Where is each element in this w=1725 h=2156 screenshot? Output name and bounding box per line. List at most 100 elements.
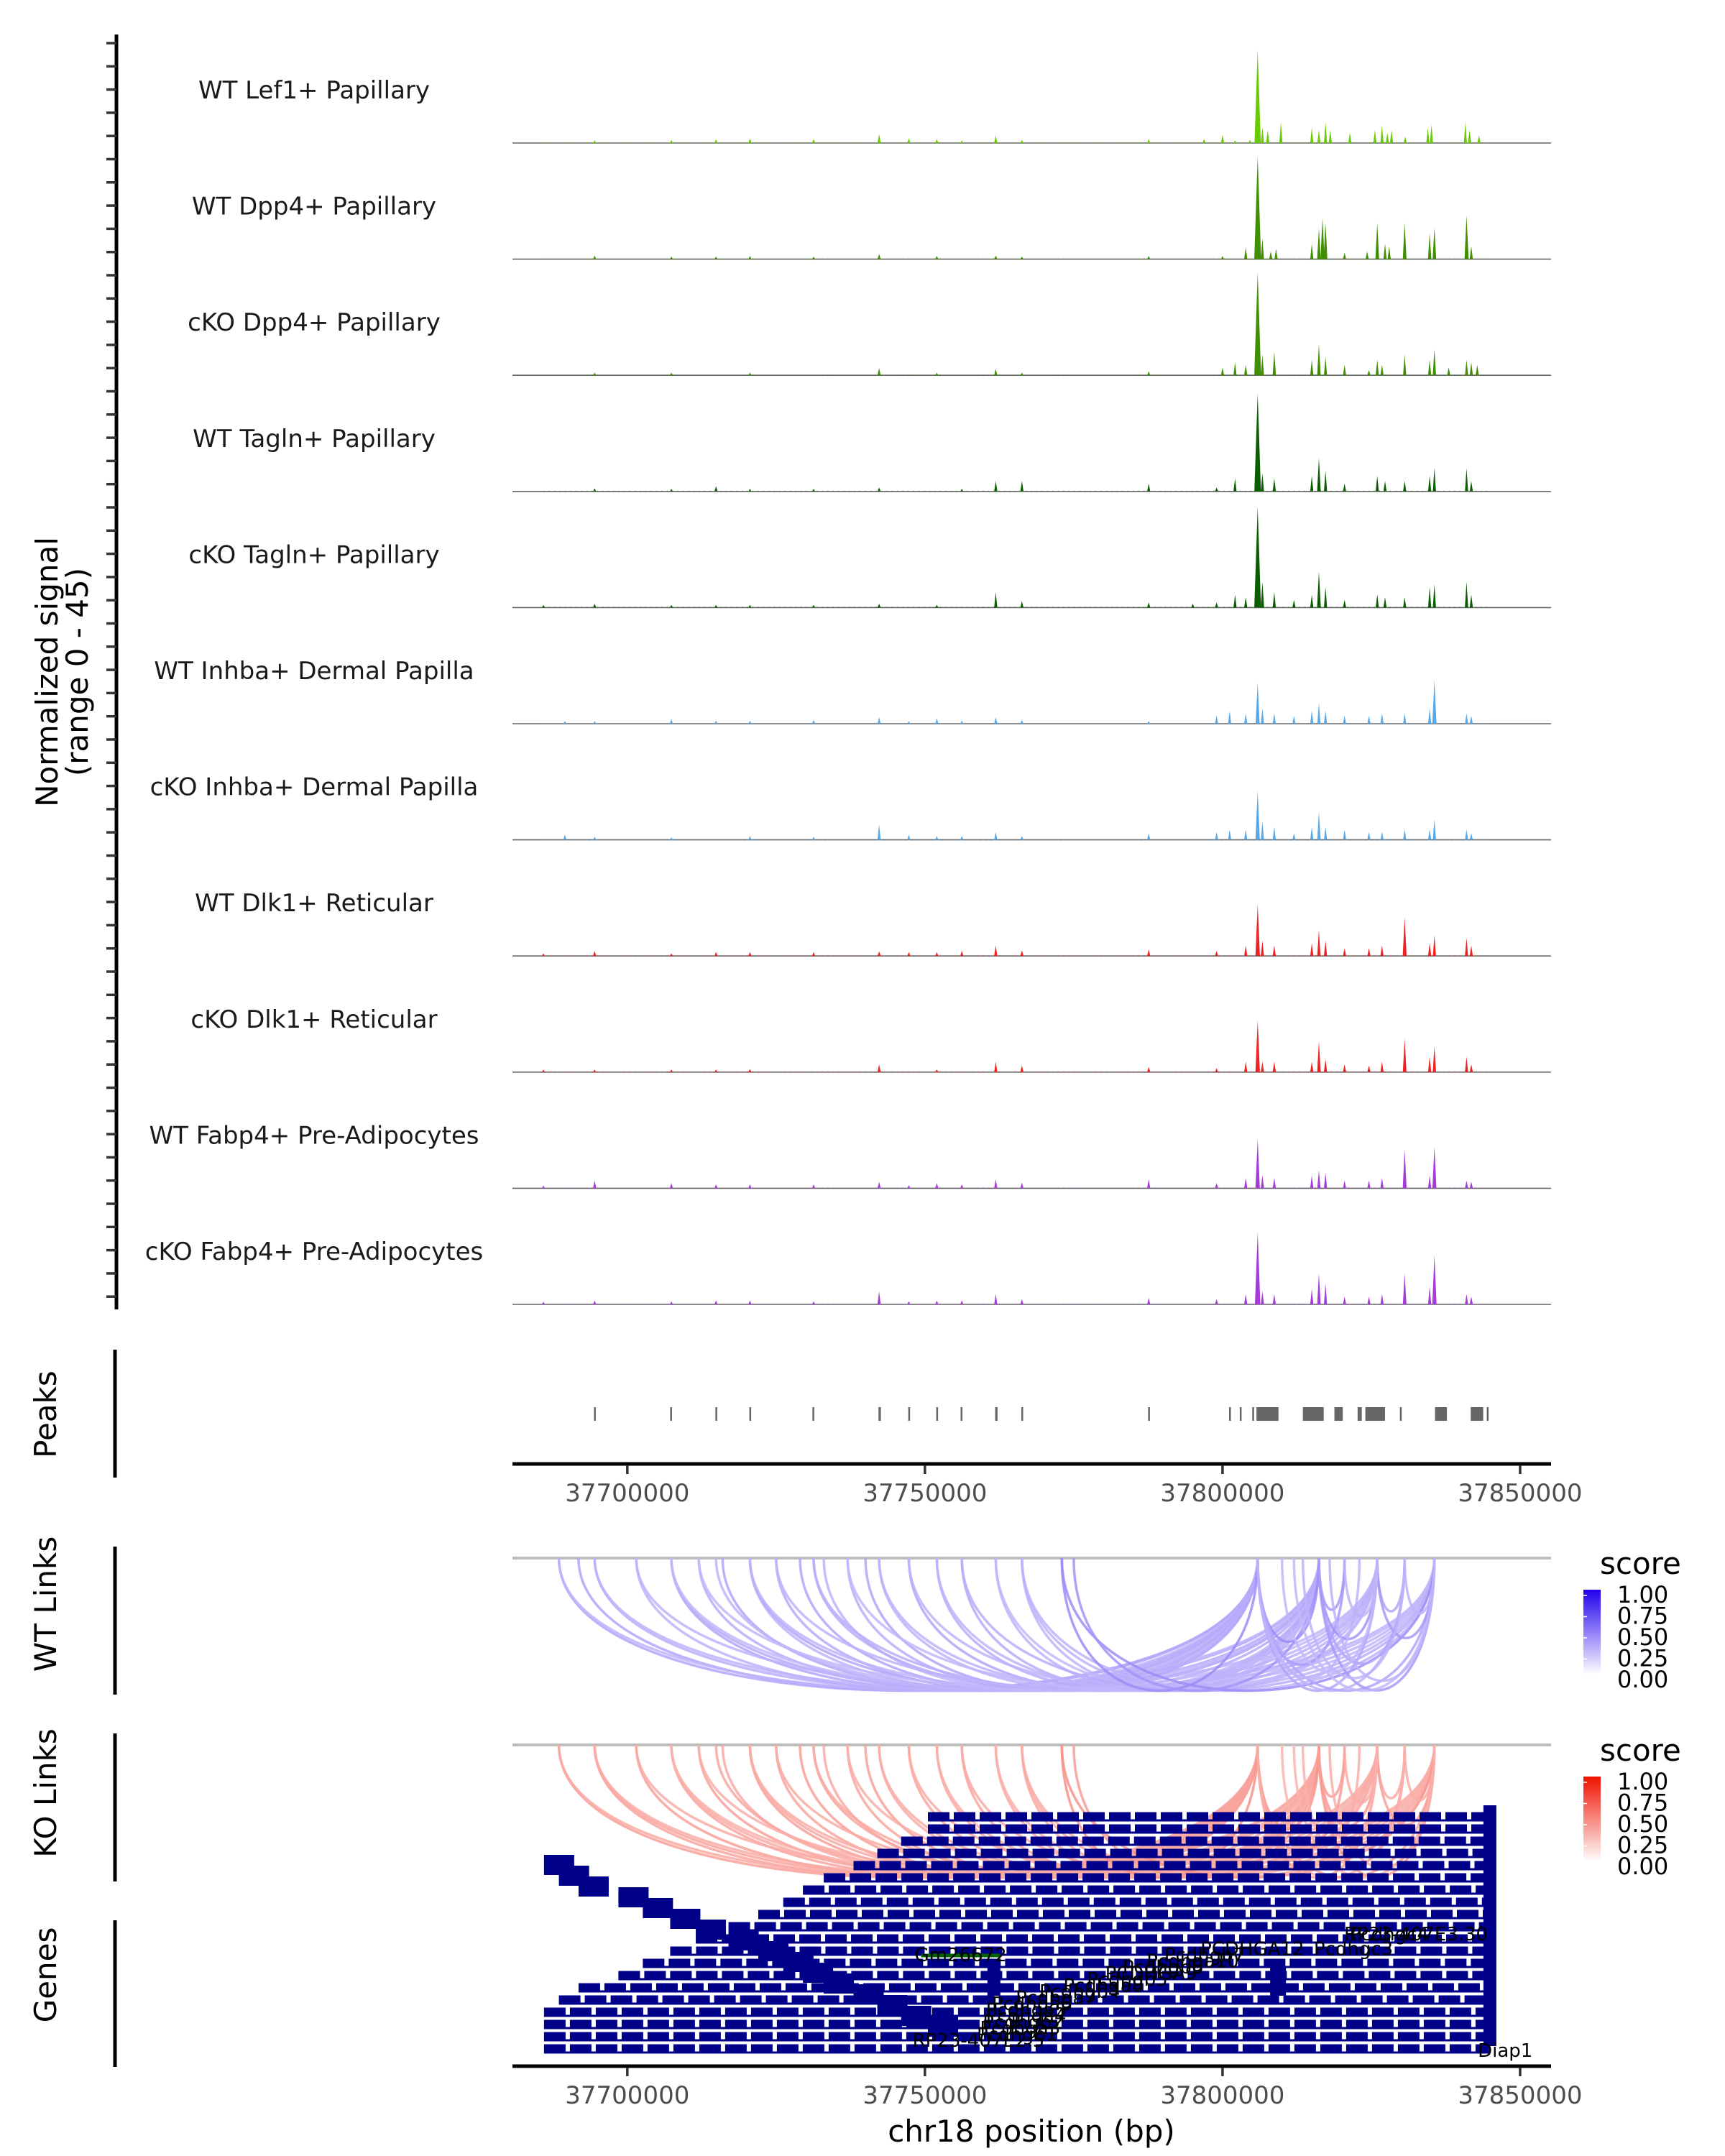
signal-peak xyxy=(1255,1021,1260,1072)
signal-peak xyxy=(669,1069,673,1072)
signal-peak xyxy=(1380,1061,1384,1072)
signal-peak xyxy=(1343,599,1346,608)
track-label: cKO Dlk1+ Reticular xyxy=(190,1005,437,1034)
signal-peak xyxy=(1380,124,1384,143)
signal-peak xyxy=(1469,716,1473,724)
signal-peak xyxy=(1402,223,1407,259)
side-label: Peaks xyxy=(28,1370,63,1458)
signal-peak xyxy=(994,135,998,143)
signal-peak xyxy=(1254,272,1261,376)
signal-peak xyxy=(1272,713,1276,724)
track-label: WT Fabp4+ Pre-Adipocytes xyxy=(150,1121,479,1150)
signal-peak xyxy=(1310,826,1314,840)
gene-label: Pcdhgb1 xyxy=(977,2024,1058,2046)
signal-peak xyxy=(714,720,718,724)
signal-peak xyxy=(1317,228,1321,259)
signal-peak xyxy=(1255,1139,1260,1189)
signal-peak xyxy=(1147,1067,1151,1072)
signal-peak xyxy=(1317,344,1321,376)
signal-peak xyxy=(1320,218,1325,259)
signal-peak xyxy=(593,488,597,492)
signal-peak xyxy=(1465,938,1468,957)
signal-peak xyxy=(593,372,597,376)
signal-y-axis xyxy=(106,34,119,1309)
signal-peak xyxy=(877,824,881,840)
signal-peak xyxy=(1317,1041,1321,1072)
peak-region xyxy=(878,1407,881,1421)
gene-label: Diap1 xyxy=(1478,2040,1532,2062)
signal-peak xyxy=(1343,716,1346,724)
signal-peak xyxy=(1261,821,1264,840)
coverage-track: WT Lef1+ Papillary xyxy=(198,50,1551,144)
signal-peak xyxy=(907,1301,911,1304)
signal-peak xyxy=(1380,831,1384,840)
gene-label: Pcdhgb5 xyxy=(1087,1969,1168,1991)
gene-exon xyxy=(1270,1967,1287,1996)
signal-peak xyxy=(1427,708,1432,724)
signal-peak xyxy=(1233,478,1237,492)
signal-peak xyxy=(877,604,881,608)
peak-region xyxy=(1365,1407,1385,1421)
signal-peak xyxy=(1147,256,1151,259)
signal-peak xyxy=(1343,1064,1346,1072)
signal-peak xyxy=(1215,951,1218,957)
gene-exon xyxy=(643,1898,673,1918)
signal-peak xyxy=(1469,362,1473,376)
signal-peak xyxy=(1233,594,1237,608)
signal-peak xyxy=(1310,127,1314,143)
signal-peak xyxy=(1403,597,1407,608)
signal-peak xyxy=(1274,249,1278,259)
signal-peak xyxy=(811,489,816,492)
signal-peak xyxy=(1387,246,1391,259)
signal-peak xyxy=(907,834,911,840)
signal-peak xyxy=(907,1185,911,1189)
signal-peak xyxy=(748,1184,752,1189)
signal-peak xyxy=(1272,826,1276,840)
signal-peak xyxy=(714,952,718,957)
signal-peak xyxy=(1432,1255,1437,1304)
signal-peak xyxy=(1261,473,1264,492)
legend-tick-label: 0.25 xyxy=(1617,1832,1668,1859)
signal-peak xyxy=(877,134,881,143)
signal-peak xyxy=(1020,1065,1024,1072)
signal-peak xyxy=(1261,238,1264,259)
legend-tick-label: 0.75 xyxy=(1617,1603,1668,1630)
signal-peak xyxy=(1215,602,1218,608)
signal-peak xyxy=(1261,1175,1264,1189)
signal-peak xyxy=(811,1301,816,1304)
signal-peak xyxy=(669,489,673,492)
signal-peak xyxy=(1317,458,1321,492)
signal-peak xyxy=(1272,1294,1276,1304)
signal-peak xyxy=(748,372,752,376)
gene-label: RP23-407E3.30 xyxy=(1344,1924,1488,1945)
signal-peak xyxy=(1476,364,1479,376)
gene-exon xyxy=(987,1967,1000,1996)
signal-peak xyxy=(1432,1146,1437,1189)
gene-label: Pcdhga6 xyxy=(992,1994,1072,2015)
signal-peak xyxy=(1272,591,1276,608)
signal-peak xyxy=(1343,252,1346,259)
signal-peak xyxy=(1244,713,1248,724)
signal-peak xyxy=(748,604,752,608)
signal-peak xyxy=(1279,122,1283,143)
signal-floor xyxy=(543,374,1488,376)
signal-peak xyxy=(1244,597,1248,608)
signal-peak xyxy=(563,834,567,840)
peak-region xyxy=(1334,1407,1343,1421)
signal-peak xyxy=(1147,371,1151,376)
signal-peak xyxy=(1310,1061,1314,1072)
signal-peak xyxy=(811,257,816,259)
signal-peak xyxy=(960,489,964,492)
x-tick-label: 37750000 xyxy=(862,1479,987,1508)
signal-peak xyxy=(1020,719,1024,724)
gene-label: Pcdhga10 xyxy=(1146,1951,1238,1973)
signal-peak xyxy=(1389,130,1394,143)
signal-peak xyxy=(1427,359,1432,376)
signal-peak xyxy=(1343,829,1346,840)
signal-peak xyxy=(1244,945,1248,957)
signal-peak xyxy=(1432,935,1436,957)
signal-peak xyxy=(1427,1286,1432,1304)
signal-peak xyxy=(1254,507,1261,608)
signal-peak xyxy=(1465,713,1468,724)
